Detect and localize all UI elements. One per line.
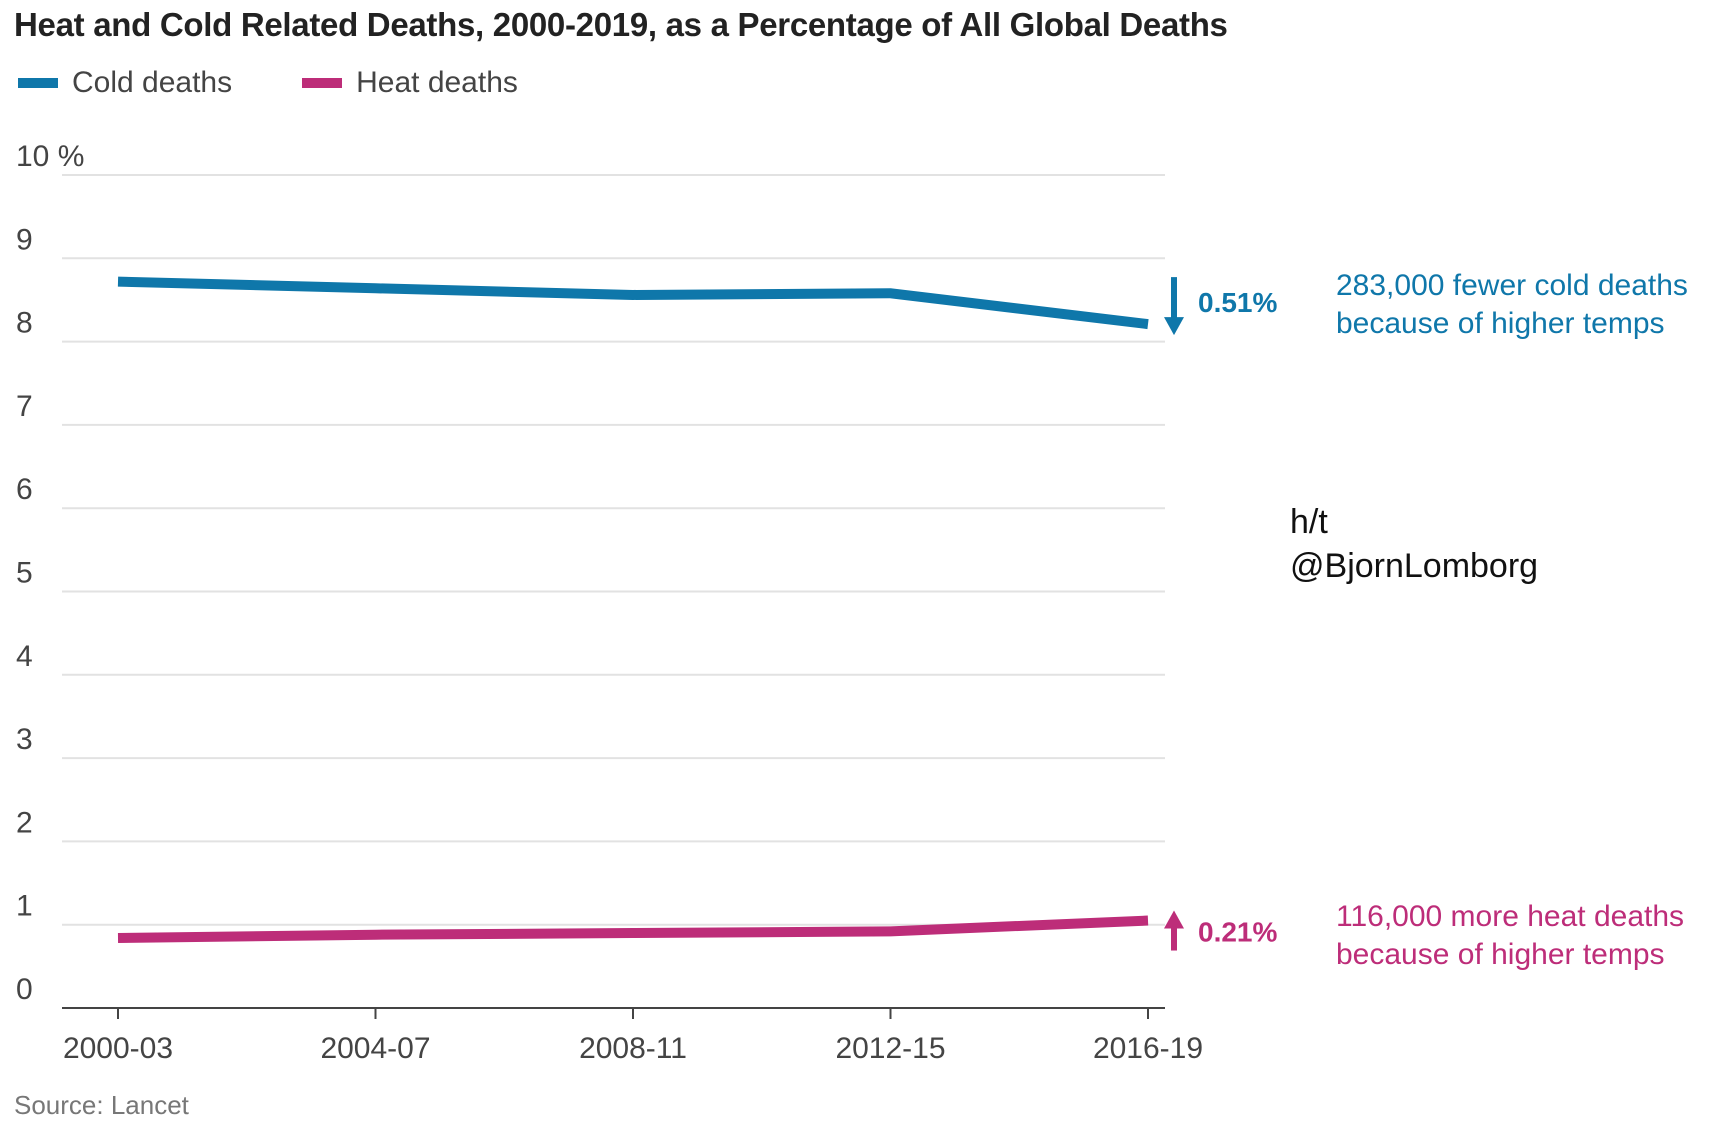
x-tick-label: 2008-11 [579, 1032, 687, 1065]
up-arrow-icon [1164, 910, 1184, 929]
heat-annotation-line1: 116,000 more heat deaths [1336, 900, 1685, 933]
y-tick-label: 3 [16, 723, 33, 756]
down-arrow-icon [1164, 317, 1184, 336]
y-tick-label: 5 [16, 557, 33, 590]
legend-label-heat: Heat deaths [356, 66, 518, 99]
cold-annotation-line2: because of higher temps [1336, 307, 1665, 340]
heat-annotation-line2: because of higher temps [1336, 938, 1665, 971]
heat-annotation: 116,000 more heat deaths because of high… [1336, 898, 1684, 974]
credit-line1: h/t [1290, 503, 1328, 541]
x-tick-label: 2012-15 [835, 1032, 945, 1065]
source-note: Source: Lancet [14, 1090, 189, 1120]
x-tick-label: 2004-07 [320, 1032, 430, 1065]
credit: h/t @BjornLomborg [1290, 500, 1538, 588]
heat-deaths-line [117, 915, 1149, 944]
legend: Cold deaths Heat deaths [18, 66, 588, 100]
y-tick-label: 2 [16, 806, 33, 839]
legend-item-cold: Cold deaths [18, 66, 232, 100]
cold-deaths-line [117, 276, 1149, 330]
legend-item-heat: Heat deaths [302, 66, 518, 100]
y-tick-label: 10 % [16, 140, 84, 173]
y-tick-label: 0 [16, 973, 33, 1006]
y-tick-label: 1 [16, 890, 33, 923]
cold-annotation: 283,000 fewer cold deaths because of hig… [1336, 267, 1688, 343]
cold-change-label: 0.51% [1198, 287, 1277, 318]
y-tick-label: 4 [16, 640, 33, 673]
cold-annotation-line1: 283,000 fewer cold deaths [1336, 269, 1688, 302]
legend-swatch-cold [18, 78, 58, 88]
credit-handle: @BjornLomborg [1290, 547, 1539, 585]
y-tick-label: 9 [16, 223, 33, 256]
x-tick-label: 2016-19 [1093, 1032, 1203, 1065]
y-tick-label: 7 [16, 390, 33, 423]
legend-label-cold: Cold deaths [72, 66, 233, 99]
chart-title: Heat and Cold Related Deaths, 2000-2019,… [14, 6, 1228, 43]
y-tick-label: 6 [16, 473, 33, 506]
y-tick-label: 8 [16, 307, 33, 340]
x-tick-label: 2000-03 [63, 1032, 173, 1065]
legend-swatch-heat [302, 78, 343, 88]
heat-change-label: 0.21% [1198, 917, 1277, 948]
